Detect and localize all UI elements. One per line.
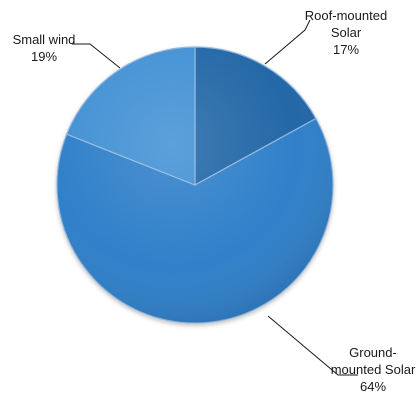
slice-name-label: Small wind bbox=[13, 32, 76, 47]
pie-slices bbox=[56, 46, 334, 324]
slice-name-label: Roof-mounted bbox=[305, 8, 387, 23]
slice-name-label: Ground- bbox=[349, 345, 397, 360]
leader-line bbox=[264, 19, 311, 65]
slice-percent-label: 17% bbox=[333, 42, 359, 57]
slice-percent-label: 64% bbox=[360, 379, 386, 394]
leader-line bbox=[267, 315, 358, 376]
slice-percent-label: 19% bbox=[31, 49, 57, 64]
leader-lines bbox=[72, 19, 358, 376]
slice-name-label: mounted Solar bbox=[331, 362, 416, 377]
slice-labels: Roof-mounted Solar 17% Ground-mounted Solar… bbox=[13, 8, 416, 394]
slice-name-label: Solar bbox=[331, 25, 362, 40]
leader-line bbox=[72, 43, 121, 69]
